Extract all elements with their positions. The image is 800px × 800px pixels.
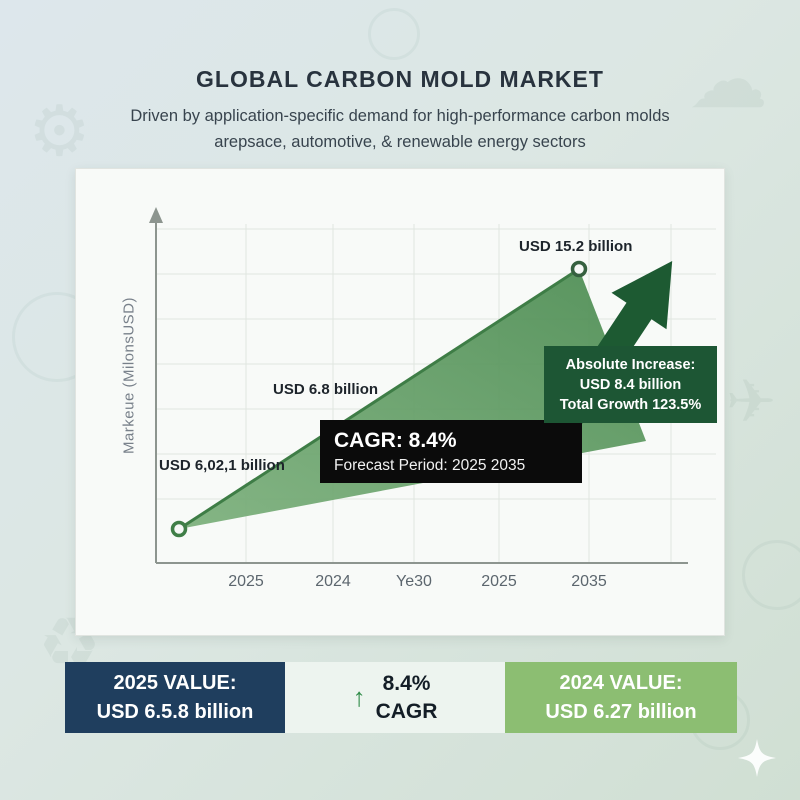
y-axis-label: Markeue (MilonsUSD) xyxy=(120,296,138,455)
plane-doodle-icon: ✈ xyxy=(726,368,777,435)
cagr-percentage: 8.4% xyxy=(382,672,431,696)
end-value-label: USD 15.2 billion xyxy=(519,238,633,255)
value-2024-title: 2024 VALUE: xyxy=(559,671,683,694)
trend-line xyxy=(178,267,580,531)
circle-doodle xyxy=(742,540,800,610)
x-axis-tick: 2035 xyxy=(571,573,607,590)
summary-row: 2025 VALUE: USD 6.5.8 billion ↑ 8.4% CAG… xyxy=(65,662,737,733)
x-axis-tick: 2025 xyxy=(228,573,264,590)
increase-title: Absolute Increase: xyxy=(565,357,696,373)
cagr-title: CAGR: 8.4% xyxy=(334,429,457,452)
cagr-callout: CAGR: 8.4% Forecast Period: 2025 2035 xyxy=(320,420,582,483)
sparkle-icon xyxy=(738,739,776,777)
increase-growth: Total Growth 123.5% xyxy=(559,397,702,413)
x-axis-tick: 2024 xyxy=(315,573,351,590)
cagr-label: CAGR xyxy=(375,699,438,723)
page-subtitle: Driven by application-specific demand fo… xyxy=(80,104,720,155)
value-2025-title: 2025 VALUE: xyxy=(113,671,237,694)
start-point-marker xyxy=(170,520,188,538)
value-2024-amount: USD 6.27 billion xyxy=(545,700,697,723)
gear-doodle-icon: ⚙ xyxy=(28,92,91,170)
start-value-label: USD 6,02,1 billion xyxy=(159,457,285,474)
absolute-increase-callout: Absolute Increase: USD 8.4 billion Total… xyxy=(544,346,717,423)
increase-value: USD 8.4 billion xyxy=(579,377,682,393)
forecast-period: Forecast Period: 2025 2035 xyxy=(334,457,526,474)
cloud-doodle-icon: ☁ xyxy=(688,35,768,124)
value-2024-box: 2024 VALUE: USD 6.27 billion xyxy=(505,662,737,733)
growth-area xyxy=(179,269,646,529)
x-axis-tick: Ye30 xyxy=(396,573,432,590)
circle-doodle xyxy=(368,8,420,60)
y-axis-arrow xyxy=(149,207,163,223)
page-title: GLOBAL CARBON MOLD MARKET xyxy=(196,66,604,92)
chart-axes xyxy=(155,217,688,564)
cagr-summary-box: ↑ 8.4% CAGR xyxy=(285,662,505,733)
up-arrow-icon: ↑ xyxy=(352,682,366,712)
subtitle-line-1: Driven by application-specific demand fo… xyxy=(130,107,670,125)
subtitle-line-2: arepsace, automotive, & renewable energy… xyxy=(214,132,586,151)
mid-value-label: USD 6.8 billion xyxy=(273,381,379,398)
x-axis-tick: 2025 xyxy=(481,573,517,590)
chart-panel: Markeue (MilonsUSD) USD 6,02,1 billion U… xyxy=(75,168,725,636)
value-2025-box: 2025 VALUE: USD 6.5.8 billion xyxy=(65,662,285,733)
value-2025-amount: USD 6.5.8 billion xyxy=(96,700,254,723)
end-point-marker xyxy=(570,260,588,278)
